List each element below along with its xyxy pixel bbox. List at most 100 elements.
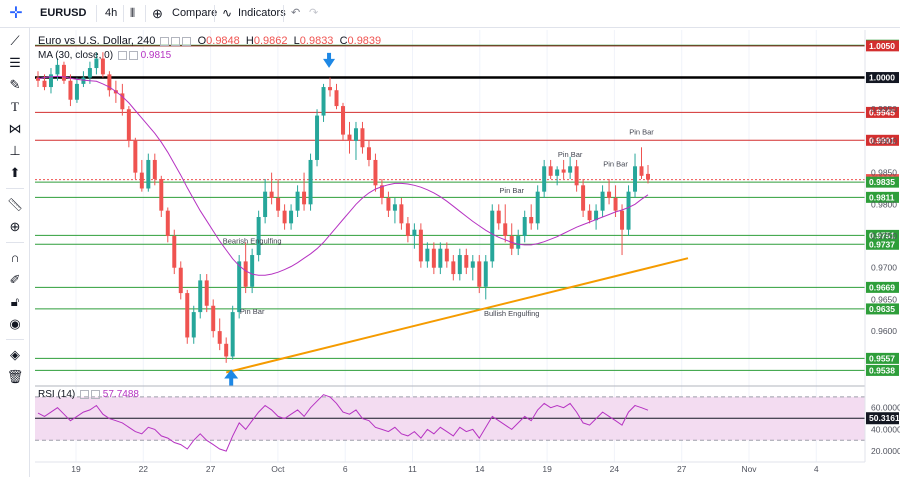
low-label: L [293, 35, 300, 47]
magnet-icon[interactable]: ∩ [10, 250, 20, 265]
candle-body [353, 128, 358, 141]
x-tick-label: 27 [206, 464, 216, 474]
y-tick-label: 0.9750 [871, 231, 897, 241]
divider [283, 5, 284, 22]
candle-body [282, 210, 287, 224]
level-badge [866, 281, 899, 293]
level-label: 1.0050 [869, 41, 895, 51]
divider [96, 5, 97, 22]
text-icon[interactable]: T [11, 99, 19, 114]
candle-body [373, 159, 378, 186]
rsi-tick-label: 40.0000 [871, 424, 900, 434]
candle-body [276, 197, 281, 211]
candle-body [360, 128, 365, 148]
x-tick-label: 27 [677, 464, 687, 474]
open-value: 0.9848 [206, 35, 240, 47]
candle-body [418, 229, 423, 262]
candle-body [120, 93, 125, 110]
brush-icon[interactable]: ✎ [9, 77, 21, 92]
candle-body [379, 185, 384, 198]
trend-line-icon[interactable]: ⟋ [10, 33, 20, 48]
level-label: 0.9751 [869, 230, 895, 240]
pattern-label: Pin Bar [558, 150, 583, 159]
candle-body [230, 312, 235, 357]
eye-icon[interactable]: ◉ [9, 316, 21, 331]
compare-plus-icon[interactable]: ⊕ [152, 6, 163, 21]
arrow-icon[interactable]: ⬆ [9, 165, 21, 180]
indicators-button[interactable]: Indicators [238, 7, 286, 19]
price-legend: Euro vs U.S. Dollar, 240 O0.9848 H0.9862… [38, 35, 381, 47]
candle-body [133, 140, 138, 173]
measure-icon[interactable]: ⊥ [9, 143, 21, 158]
candle-body [444, 248, 449, 262]
legend-box-icon[interactable] [171, 36, 181, 46]
candle-body [483, 261, 488, 287]
ma-line [37, 75, 649, 276]
ruler-icon[interactable]: 📏︎ [6, 197, 24, 212]
candle-body [438, 248, 443, 268]
level-label: 0.9538 [869, 365, 895, 375]
candle-body [581, 185, 586, 211]
legend-box-icon[interactable] [160, 36, 170, 46]
divider [6, 188, 24, 189]
rsi-line [37, 394, 649, 452]
rsi-series [37, 394, 649, 452]
x-tick-label: 6 [343, 464, 348, 474]
crosshair-icon[interactable]: ✛ [9, 5, 23, 22]
legend-box-icon[interactable] [117, 50, 127, 60]
interval-button[interactable]: 4h [105, 7, 118, 19]
candle-body [464, 255, 469, 268]
indicators-icon[interactable]: ∿ [222, 6, 233, 20]
layers-icon[interactable]: ◈ [10, 347, 20, 362]
trend-line [225, 257, 689, 374]
candles-icon[interactable]: ⫴ [130, 6, 136, 20]
rsi-band [35, 396, 865, 441]
zoom-icon[interactable]: ⊕ [9, 219, 21, 234]
level-badge [866, 364, 899, 376]
candle-body [522, 217, 527, 237]
fib-icon[interactable]: ☰ [9, 55, 21, 70]
legend-box-icon[interactable] [182, 36, 192, 46]
high-value: 0.9862 [253, 35, 288, 47]
up-arrow-icon [224, 369, 239, 386]
horizontal-levels: 1.00511.00501.00000.99450.99010.98390.98… [35, 39, 899, 376]
candle-body [386, 197, 391, 211]
x-tick-label: 14 [475, 464, 485, 474]
candle-body [250, 255, 255, 287]
close-value: 0.9839 [347, 35, 382, 47]
compare-button[interactable]: Compare [172, 7, 218, 19]
candle-body [191, 312, 196, 338]
trash-icon[interactable]: 🗑︎ [6, 369, 24, 384]
ma-legend: MA (30, close, 0) 0.9815 [38, 50, 171, 61]
drawing-toolbar: ⟋ ☰ ✎ T ⋈ ⊥ ⬆ 📏︎ ⊕ ∩ ✐ 🔓︎ ◉ ◈ 🗑︎ [0, 28, 30, 477]
candle-body [178, 267, 183, 294]
rsi-value: 57.7488 [102, 389, 139, 400]
legend-box-icon[interactable] [80, 389, 90, 399]
candle-body [587, 210, 592, 221]
candle-body [535, 191, 540, 224]
level-label: 1.0000 [869, 73, 895, 83]
pattern-label: Pin Bar [240, 307, 265, 316]
candle-body [561, 169, 566, 173]
candle-body [633, 166, 638, 192]
x-tick-label: Nov [741, 464, 757, 474]
legend-box-icon[interactable] [128, 50, 138, 60]
candle-body [211, 305, 216, 332]
lock-icon[interactable]: 🔓︎ [10, 294, 20, 309]
undo-icon[interactable]: ↶ [291, 7, 301, 19]
pencil-lock-icon[interactable]: ✐ [9, 272, 21, 287]
pattern-label: Pin Bar [603, 159, 628, 168]
pattern-icon[interactable]: ⋈ [8, 121, 22, 136]
candle-body [477, 261, 482, 287]
high-label: H [245, 35, 254, 47]
candle-body [94, 58, 99, 69]
y-tick-label: 0.9650 [871, 294, 897, 304]
candle-body [81, 77, 86, 84]
redo-icon[interactable]: ↷ [309, 7, 319, 19]
legend-box-icon[interactable] [91, 389, 101, 399]
symbol-search[interactable]: EURUSD [40, 7, 87, 19]
ma-series [37, 75, 649, 276]
candle-body [542, 166, 547, 192]
candle-body [256, 217, 261, 256]
